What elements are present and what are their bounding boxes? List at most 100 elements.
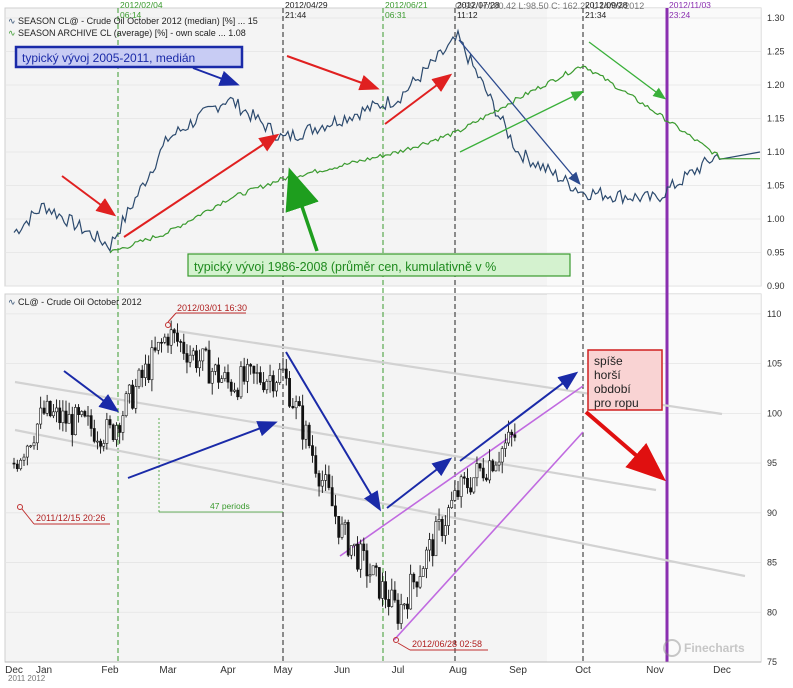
vline-2-date: 2012/04/29 [285,0,328,10]
price-bar-body [86,415,90,417]
top-ytick-label: 1.05 [767,181,785,191]
price-bar-body [99,440,102,447]
price-bar-body [105,419,109,444]
price-bar-body [393,589,397,601]
price-bar-body [377,567,381,599]
price-bar-body [371,565,375,576]
top-series [13,28,761,254]
x-tick-label: Mar [159,665,177,676]
callout-text-2: 2011/12/15 20:26 [36,513,105,523]
price-bar-body [390,589,394,607]
bottom-ytick-label: 90 [767,508,777,518]
price-bar-body [191,350,195,356]
price-bar-body [226,372,230,383]
top-ytick-label: 1.00 [767,214,785,224]
price-bar-body [15,463,19,470]
top-arrows [61,39,667,252]
x-tick-label: Nov [646,665,664,676]
vline-4-date: 2012/07/28 [457,0,500,10]
price-bar-body [440,519,444,536]
price-bar-body [210,371,214,384]
price-bar-body [478,463,482,469]
price-bar-body [456,490,460,497]
bottom-arrow-2 [127,421,278,479]
price-bar-body [275,382,278,392]
price-bar-body [356,543,359,570]
price-bar-body [425,549,428,569]
x-tick-label: Aug [449,665,467,676]
price-bar-body [207,349,211,384]
price-bar-body [61,410,65,424]
x-tick-label: Jul [392,665,405,676]
price-bar-body [242,366,246,382]
price-bar-body [92,428,96,442]
x-tick-label: Dec [713,665,731,676]
top-arrow-1 [61,175,117,217]
price-bar-body [223,372,227,379]
bottom-y-axis: 110 105 100 95 90 85 80 75 [767,309,782,667]
price-bar-body [39,407,43,425]
callout-marker-2 [17,504,23,510]
price-bar-body [55,407,58,413]
price-bar-body [156,341,160,351]
bottom-arrows [63,351,667,512]
vline-6-date: 2012/11/03 [669,0,711,10]
price-bar-body [346,522,350,556]
price-bar-body [150,347,154,381]
x-tick-label: Dec [5,665,23,676]
price-bars [12,320,517,630]
bottom-legend-icon: ∿ [8,297,16,307]
price-bar-body [494,464,498,472]
top-arrow-5 [192,67,240,86]
price-bar-body [134,386,138,409]
price-bar-body [67,414,71,424]
price-bar-body [179,341,183,343]
vline-5-time: 21:34 [585,10,607,20]
price-bar-body [22,456,26,461]
price-bar-body [343,522,347,525]
top-arrow-6 [458,39,581,185]
top-ytick-label: 1.20 [767,80,785,90]
bottom-arrow-3 [285,351,382,512]
price-bar-body [201,348,205,362]
x-tick-label: Feb [101,665,119,676]
price-bar-body [229,381,233,392]
price-bar-body [25,445,29,458]
price-bar-body [291,405,295,409]
price-bar-body [70,414,74,436]
top-legend-median: SEASON CL@ - Crude Oil October 2012 (med… [18,16,258,26]
price-bar-body [140,369,144,378]
price-bar-body [121,415,125,433]
top-arrow-4 [384,73,453,125]
watermark-text: Finecharts [684,641,745,655]
price-bar-body [469,487,473,493]
price-bar-body [491,460,495,472]
x-axis: Dec Jan Feb Mar Apr May Jun Jul Aug Sep Oct Nov Dec [5,661,761,676]
callout-marker-1 [165,322,171,328]
price-bar-body [163,336,167,343]
price-bar-body [288,378,291,407]
price-bar-body [166,336,170,346]
vline-5-date: 2012/09/28 [585,0,628,10]
price-bar-body [447,507,450,526]
price-bar-body [387,599,391,607]
bottom-ytick-label: 85 [767,558,777,568]
period-bracket: 47 periods [158,418,283,513]
note-line-4: pro ropu [594,396,639,410]
x-tick-label: Apr [220,665,236,676]
price-bar-body [249,364,253,367]
callout-leader-1 [167,312,177,323]
price-bar-body [271,375,275,392]
watermark-logo-icon [663,639,681,657]
x-tick-label: Oct [575,665,591,676]
channel-lower [393,431,584,641]
price-bar-body [500,448,504,463]
top-arrow-3 [286,55,380,91]
top-y-axis: 1.30 1.25 1.20 1.15 1.10 1.05 1.00 0.95 0.90 [767,13,785,291]
price-bar-body [384,581,387,600]
vline-1-date: 2012/02/04 [120,0,163,10]
price-bar-body [239,366,243,398]
price-bar-body [320,480,324,487]
price-bar-body [169,329,173,346]
